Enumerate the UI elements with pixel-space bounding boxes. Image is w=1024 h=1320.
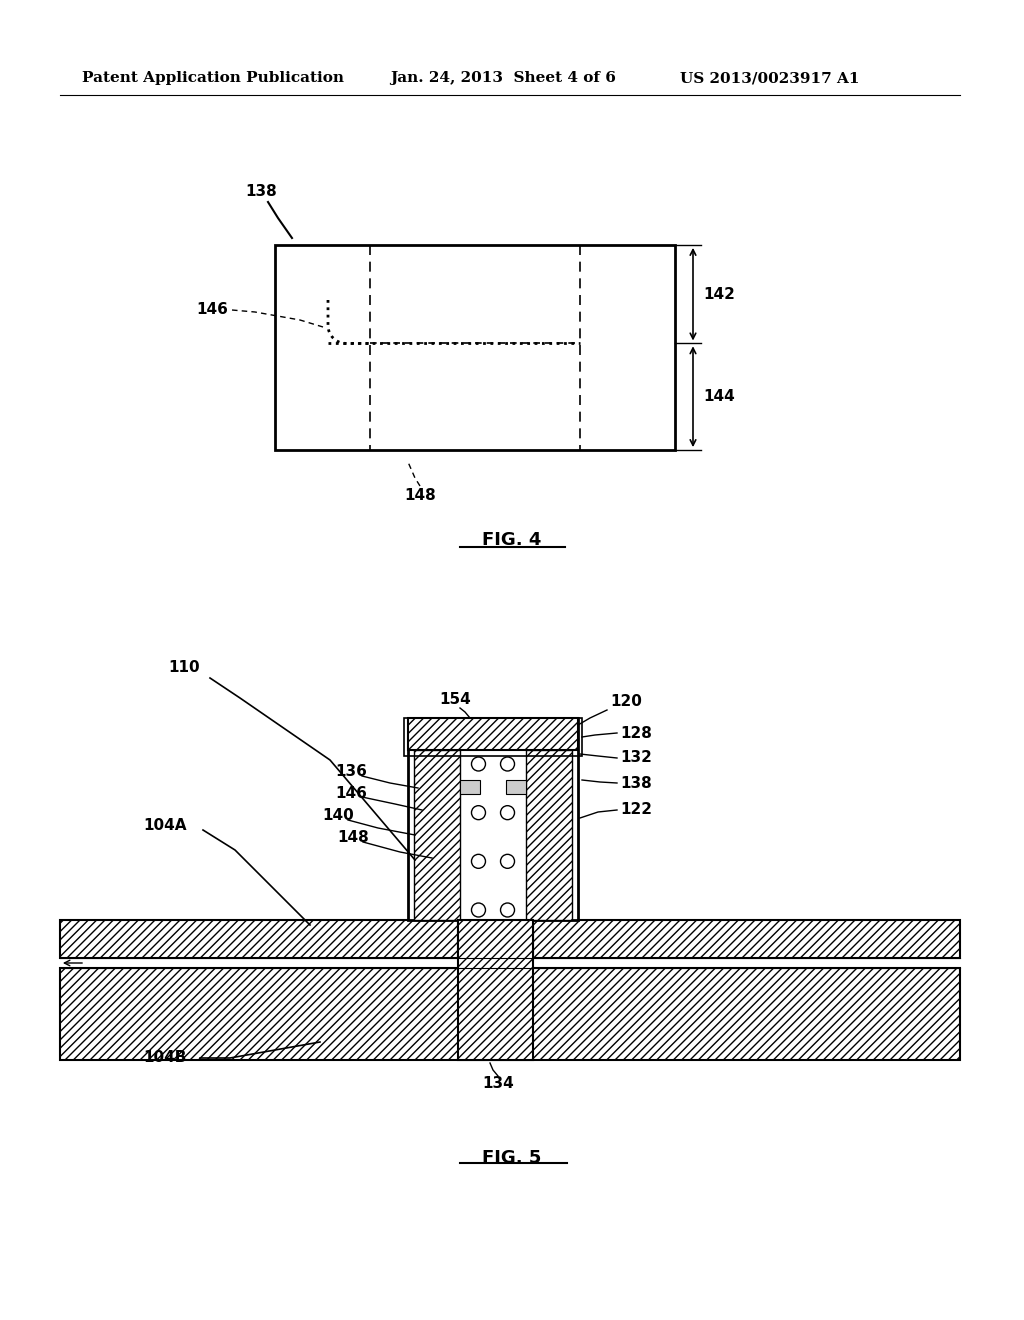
Polygon shape xyxy=(526,750,572,920)
Polygon shape xyxy=(534,920,961,958)
Text: 148: 148 xyxy=(337,830,369,846)
Text: 154: 154 xyxy=(439,693,471,708)
Polygon shape xyxy=(414,750,460,920)
Polygon shape xyxy=(60,920,458,958)
Text: 110: 110 xyxy=(168,660,200,676)
Text: 144: 144 xyxy=(703,389,735,404)
Text: 138: 138 xyxy=(620,776,651,791)
Text: 132: 132 xyxy=(620,751,652,766)
Text: 140: 140 xyxy=(322,808,353,822)
Text: 134: 134 xyxy=(482,1076,514,1090)
Polygon shape xyxy=(408,718,578,750)
Polygon shape xyxy=(60,968,961,1060)
Text: US 2013/0023917 A1: US 2013/0023917 A1 xyxy=(680,71,859,84)
Text: 146: 146 xyxy=(335,785,367,800)
Text: Jan. 24, 2013  Sheet 4 of 6: Jan. 24, 2013 Sheet 4 of 6 xyxy=(390,71,615,84)
Text: FIG. 5: FIG. 5 xyxy=(482,1148,542,1167)
Polygon shape xyxy=(506,780,526,795)
Text: 128: 128 xyxy=(620,726,652,741)
Text: 136: 136 xyxy=(335,764,367,780)
Polygon shape xyxy=(460,780,480,795)
Text: 148: 148 xyxy=(404,488,436,503)
Polygon shape xyxy=(408,718,578,920)
Text: FIG. 4: FIG. 4 xyxy=(482,531,542,549)
Text: Patent Application Publication: Patent Application Publication xyxy=(82,71,344,84)
Text: 138: 138 xyxy=(245,185,276,199)
Polygon shape xyxy=(458,920,534,1060)
Text: 122: 122 xyxy=(620,803,652,817)
Text: 104B: 104B xyxy=(143,1051,186,1065)
Text: 142: 142 xyxy=(703,286,735,302)
Text: 146: 146 xyxy=(197,302,228,318)
Text: 104A: 104A xyxy=(143,817,186,833)
Text: 120: 120 xyxy=(610,694,642,710)
